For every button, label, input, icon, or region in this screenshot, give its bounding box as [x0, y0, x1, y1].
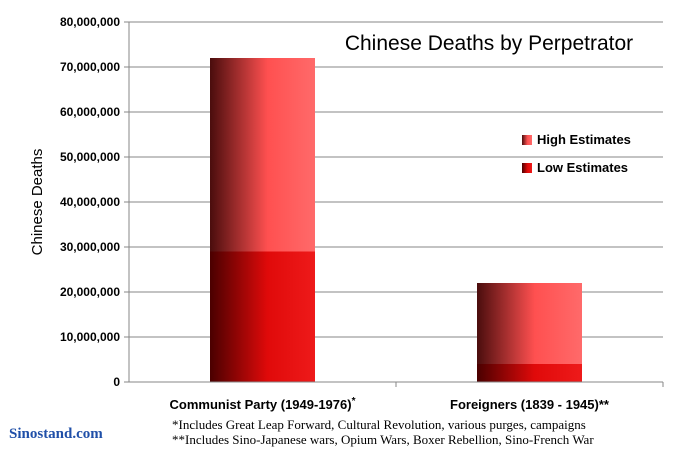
y-axis-label: Chinese Deaths	[29, 149, 46, 256]
y-tick-label: 0	[113, 375, 120, 389]
bar-high-estimate	[210, 58, 315, 252]
legend: High Estimates Low Estimates	[522, 132, 631, 175]
footnote-communist: *Includes Great Leap Forward, Cultural R…	[172, 417, 586, 432]
y-tick-label: 70,000,000	[60, 60, 120, 74]
footnote-mark: *	[352, 396, 356, 407]
legend-label: High Estimates	[537, 132, 631, 147]
grid-lines	[129, 21, 663, 338]
watermark: Sinostand.com	[9, 426, 103, 442]
x-category-label: Foreigners (1839 - 1945)**	[450, 397, 610, 412]
footnote-foreigners: **Includes Sino-Japanese wars, Opium War…	[172, 432, 594, 447]
y-tick-label: 10,000,000	[60, 330, 120, 344]
bars	[210, 58, 582, 382]
legend-swatch	[522, 135, 532, 145]
bar-low-estimate	[210, 251, 315, 382]
chart-title: Chinese Deaths by Perpetrator	[345, 32, 633, 55]
y-tick-labels: 0 10,000,000 20,000,000 30,000,000 40,000,00…	[60, 15, 120, 389]
legend-label: Low Estimates	[537, 160, 628, 175]
x-category-label: Communist Party (1949-1976)*	[170, 396, 356, 412]
legend-swatch	[522, 163, 532, 173]
y-tick-label: 20,000,000	[60, 285, 120, 299]
y-tick-label: 30,000,000	[60, 240, 120, 254]
y-tick-label: 80,000,000	[60, 15, 120, 29]
y-tick-label: 40,000,000	[60, 195, 120, 209]
footnote-mark: **	[599, 397, 610, 412]
bar-low-estimate	[477, 364, 582, 382]
y-tick-label: 60,000,000	[60, 105, 120, 119]
axes	[124, 21, 664, 387]
category-labels: Communist Party (1949-1976)* Foreigners (…	[170, 396, 610, 412]
bar-high-estimate	[477, 283, 582, 364]
y-tick-label: 50,000,000	[60, 150, 120, 164]
